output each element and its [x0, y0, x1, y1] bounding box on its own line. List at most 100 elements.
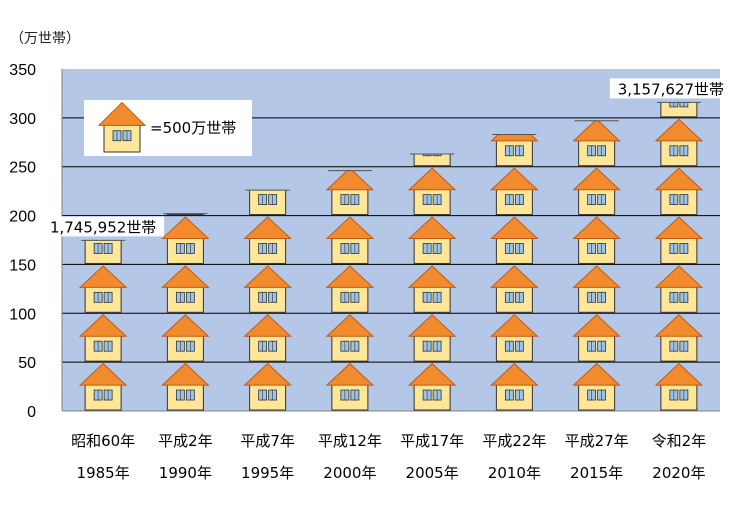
x-tick-label-year: 1995年	[241, 464, 294, 482]
house-roof	[325, 170, 375, 191]
house-icon	[84, 240, 122, 264]
house-icon	[572, 216, 621, 264]
house-wall	[166, 237, 204, 264]
x-tick-label-era: 平成17年	[400, 432, 464, 450]
bar-5	[490, 134, 539, 411]
x-tick-label-year: 2010年	[488, 464, 541, 482]
house-wall	[578, 139, 616, 167]
house-icon	[654, 314, 704, 362]
x-tick-label-era: 平成12年	[318, 432, 382, 450]
house-wall	[660, 285, 698, 313]
x-tick-label-era: 平成7年	[240, 432, 295, 450]
house-wall	[249, 383, 287, 411]
house-wall	[413, 154, 451, 167]
x-tick-label-era: 昭和60年	[71, 432, 135, 450]
legend-label: =500万世帯	[150, 119, 236, 137]
house-wall	[660, 383, 698, 411]
house-icon	[490, 167, 539, 216]
house-icon	[243, 314, 292, 362]
house-roof	[243, 362, 292, 386]
house-roof	[490, 362, 539, 386]
house-roof	[78, 314, 128, 337]
y-tick-label: 200	[9, 209, 36, 226]
house-icon	[654, 362, 704, 411]
house-icon	[325, 170, 375, 216]
house-icon	[243, 265, 292, 313]
house-icon	[490, 314, 539, 362]
house-wall	[413, 188, 451, 216]
house-icon	[161, 265, 210, 313]
house-wall	[166, 334, 204, 362]
house-icon	[161, 216, 210, 264]
house-roof	[654, 118, 704, 142]
house-roof	[572, 265, 621, 288]
house-roof	[407, 167, 457, 191]
house-wall	[495, 285, 533, 313]
house-roof	[243, 265, 292, 288]
house-roof	[572, 216, 621, 240]
bar-1	[161, 213, 210, 411]
bar-3	[325, 170, 375, 411]
house-wall	[249, 190, 287, 216]
house-icon	[572, 265, 621, 313]
house-roof	[161, 362, 210, 386]
house-wall	[413, 334, 451, 362]
house-roof	[407, 265, 457, 288]
house-wall	[249, 334, 287, 362]
x-tick-label-era: 令和2年	[652, 432, 707, 450]
y-tick-label: 150	[9, 257, 36, 274]
house-roof	[572, 120, 621, 142]
house-icon	[78, 314, 128, 362]
house-icon	[407, 216, 457, 264]
bar-6	[572, 120, 621, 411]
house-roof	[325, 362, 375, 386]
house-roof	[490, 167, 539, 191]
house-wall	[166, 383, 204, 411]
x-tick-label-era: 平成2年	[158, 432, 213, 450]
house-roof	[654, 314, 704, 337]
house-wall	[578, 383, 616, 411]
house-roof	[654, 216, 704, 240]
x-tick-label-year: 2005年	[406, 464, 459, 482]
house-roof	[490, 314, 539, 337]
house-wall	[495, 188, 533, 216]
house-icon	[407, 362, 457, 411]
house-roof	[243, 314, 292, 337]
y-tick-label: 50	[18, 355, 36, 372]
house-roof	[97, 101, 147, 126]
x-tick-label-era: 平成22年	[482, 432, 546, 450]
house-icon	[572, 167, 621, 216]
bar-0	[78, 240, 128, 411]
house-roof	[490, 265, 539, 288]
house-roof	[654, 362, 704, 386]
house-roof	[490, 134, 539, 142]
house-roof	[325, 265, 375, 288]
house-wall	[84, 334, 122, 362]
data-label-bg	[42, 216, 165, 237]
y-tick-label: 0	[27, 404, 36, 421]
y-tick-label: 250	[9, 160, 36, 177]
house-roof	[572, 314, 621, 337]
house-wall	[413, 285, 451, 313]
x-tick-label-year: 1990年	[159, 464, 212, 482]
house-icon	[572, 362, 621, 411]
house-wall	[495, 139, 533, 167]
house-wall	[660, 334, 698, 362]
house-wall	[84, 240, 122, 264]
house-icon	[407, 314, 457, 362]
house-wall	[249, 285, 287, 313]
house-icon	[490, 265, 539, 313]
house-icon	[161, 314, 210, 362]
bar-7	[654, 102, 704, 411]
house-wall	[578, 285, 616, 313]
house-wall	[331, 285, 369, 313]
house-icon	[78, 362, 128, 411]
house-wall	[413, 383, 451, 411]
house-icon	[654, 167, 704, 216]
house-icon	[243, 216, 292, 264]
house-icon	[325, 314, 375, 362]
house-wall	[578, 188, 616, 216]
x-tick-label-era: 平成27年	[565, 432, 629, 450]
y-tick-label: 100	[9, 306, 36, 323]
house-icon	[407, 167, 457, 216]
